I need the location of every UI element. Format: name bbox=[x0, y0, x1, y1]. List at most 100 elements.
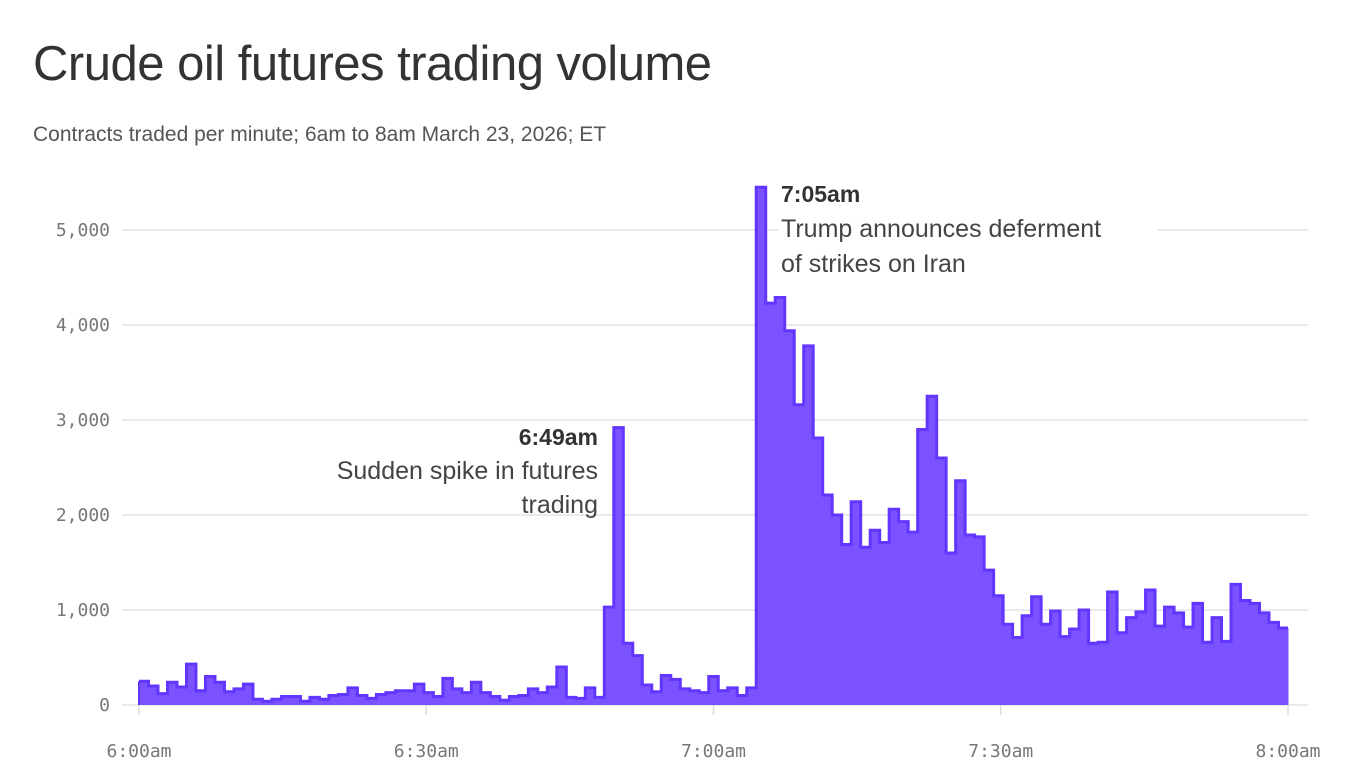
volume-bar bbox=[974, 536, 985, 705]
volume-bar bbox=[404, 690, 415, 705]
volume-bar bbox=[518, 695, 529, 705]
volume-bar bbox=[224, 691, 235, 705]
volume-bar bbox=[680, 688, 691, 705]
volume-bar bbox=[566, 697, 577, 705]
volume-bar bbox=[1221, 641, 1232, 705]
volume-bar bbox=[908, 532, 919, 705]
volume-bar bbox=[1012, 637, 1023, 705]
volume-bar bbox=[1278, 628, 1289, 705]
volume-bar bbox=[1126, 617, 1137, 705]
volume-bar bbox=[139, 681, 149, 705]
volume-bar bbox=[661, 675, 672, 705]
volume-bar bbox=[1088, 643, 1099, 705]
volume-bar bbox=[1079, 610, 1090, 705]
volume-bar bbox=[623, 643, 634, 705]
volume-bar bbox=[870, 530, 881, 705]
volume-bar bbox=[1259, 612, 1270, 705]
volume-bar bbox=[670, 679, 681, 705]
volume-bar bbox=[813, 438, 824, 705]
volume-bar bbox=[442, 678, 453, 705]
volume-bar bbox=[252, 699, 263, 705]
annotation-705-time: 7:05am bbox=[781, 181, 860, 207]
annotation-649-line2: trading bbox=[522, 491, 598, 519]
volume-bar bbox=[765, 303, 776, 705]
volume-bar bbox=[727, 687, 738, 705]
volume-bar bbox=[613, 427, 624, 705]
volume-bar bbox=[879, 542, 890, 705]
chart-subtitle: Contracts traded per minute; 6am to 8am … bbox=[33, 123, 607, 146]
volume-bar bbox=[509, 696, 520, 705]
volume-bar bbox=[1240, 600, 1251, 705]
volume-bar bbox=[689, 690, 700, 705]
volume-bar bbox=[1041, 624, 1052, 705]
volume-bar bbox=[214, 682, 225, 705]
volume-bar bbox=[452, 688, 463, 705]
volume-bar bbox=[575, 698, 586, 705]
volume-bar bbox=[1193, 603, 1204, 705]
volume-bar bbox=[195, 690, 206, 705]
volume-bar bbox=[271, 699, 282, 705]
x-tick-label: 6:00am bbox=[106, 741, 171, 762]
y-tick-label: 3,000 bbox=[56, 410, 110, 431]
volume-bar bbox=[1107, 591, 1118, 705]
volume-bar bbox=[993, 595, 1004, 705]
volume-bar bbox=[1202, 642, 1213, 705]
volume-bar bbox=[1117, 632, 1128, 705]
volume-bar bbox=[205, 676, 216, 705]
volume-bar bbox=[395, 690, 406, 705]
volume-bar bbox=[746, 687, 757, 705]
volume-bar bbox=[490, 696, 501, 705]
volume-bar bbox=[1098, 642, 1109, 705]
volume-bar bbox=[955, 480, 966, 705]
volume-bar bbox=[1164, 607, 1175, 705]
volume-bar bbox=[376, 694, 387, 705]
volume-bar bbox=[537, 692, 548, 705]
volume-bar bbox=[898, 521, 909, 705]
volume-bar bbox=[642, 685, 653, 705]
volume-bar bbox=[357, 695, 368, 705]
x-tick-label: 7:30am bbox=[968, 741, 1033, 762]
volume-bar bbox=[889, 509, 900, 705]
volume-bar bbox=[461, 692, 472, 705]
volume-bar bbox=[423, 692, 434, 705]
volume-bar bbox=[1022, 615, 1033, 705]
volume-bar bbox=[233, 688, 244, 705]
volume-bar bbox=[319, 699, 330, 705]
volume-bar bbox=[243, 684, 254, 705]
volume-bar bbox=[1060, 636, 1071, 705]
annotation-649-line1: Sudden spike in futures bbox=[337, 457, 598, 485]
volume-bar bbox=[547, 686, 558, 705]
volume-bar bbox=[1145, 590, 1156, 705]
volume-bar bbox=[262, 701, 273, 705]
volume-bar bbox=[167, 682, 178, 705]
volume-bar bbox=[927, 396, 938, 705]
volume-bar bbox=[851, 501, 862, 705]
volume-bar bbox=[965, 534, 976, 705]
volume-bar bbox=[281, 696, 292, 705]
annotation-649-time: 6:49am bbox=[519, 424, 598, 450]
volume-bar bbox=[338, 694, 349, 705]
volume-bar bbox=[1174, 612, 1185, 705]
volume-bar bbox=[309, 697, 320, 705]
volume-bar bbox=[699, 692, 710, 705]
volume-bar bbox=[499, 700, 510, 705]
volume-bar bbox=[632, 655, 643, 705]
y-tick-label: 2,000 bbox=[56, 505, 110, 526]
volume-bar bbox=[594, 697, 605, 705]
volume-bar bbox=[385, 692, 396, 705]
volume-bar bbox=[366, 698, 377, 705]
volume-bar bbox=[414, 684, 425, 705]
volume-bar bbox=[604, 607, 615, 705]
volume-bar bbox=[1069, 629, 1080, 705]
volume-bar bbox=[300, 701, 311, 705]
volume-bar bbox=[433, 696, 444, 705]
y-tick-label: 5,000 bbox=[56, 220, 110, 241]
volume-bar bbox=[1269, 622, 1280, 705]
volume-bar bbox=[794, 404, 805, 705]
volume-bar bbox=[290, 696, 301, 705]
volume-bar bbox=[585, 687, 596, 705]
volume-bar bbox=[708, 676, 719, 705]
volume-bar bbox=[1155, 626, 1166, 705]
volume-bar bbox=[1031, 596, 1042, 705]
